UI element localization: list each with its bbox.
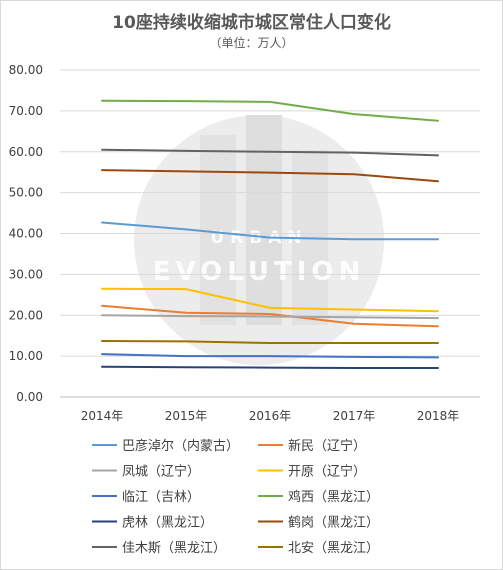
chart-title: 10座持续收缩城市城区常住人口变化 xyxy=(112,13,391,33)
watermark-bar-mid xyxy=(246,115,282,325)
legend-label: 鹤岗（黑龙江） xyxy=(288,515,379,531)
legend-item: 鸡西（黑龙江） xyxy=(258,489,379,505)
x-tick-label: 2018年 xyxy=(417,409,460,423)
y-tick-label: 70.00 xyxy=(9,104,43,118)
chart-subtitle: （单位：万人） xyxy=(209,36,294,50)
legend-item: 北安（黑龙江） xyxy=(258,541,379,556)
x-axis-tick-labels: 2014年 2015年 2016年 2017年 2018年 xyxy=(81,409,460,423)
y-tick-label: 50.00 xyxy=(9,186,43,200)
legend-label: 凤城（辽宁） xyxy=(122,464,200,480)
series-line-9 xyxy=(101,340,439,344)
y-tick-label: 20.00 xyxy=(9,308,43,322)
series-line-4 xyxy=(101,353,439,359)
series-line-2 xyxy=(101,314,439,320)
legend-label: 北安（黑龙江） xyxy=(288,541,379,556)
series-line-3 xyxy=(101,287,439,313)
legend: 巴彦淖尔（内蒙古） 新民（辽宁） 凤城（辽宁） 开原（辽宁） 临江（吉林） 鸡西（黑龙江）… xyxy=(92,438,379,556)
x-tick-label: 2016年 xyxy=(249,409,292,423)
legend-label: 佳木斯（黑龙江） xyxy=(122,541,226,556)
series-lines xyxy=(101,99,439,369)
y-tick-label: 60.00 xyxy=(9,145,43,159)
legend-label: 新民（辽宁） xyxy=(288,438,366,454)
series-line-6 xyxy=(101,365,439,369)
legend-label: 鸡西（黑龙江） xyxy=(288,489,379,505)
legend-label: 开原（辽宁） xyxy=(288,464,366,480)
legend-item: 巴彦淖尔（内蒙古） xyxy=(92,438,239,454)
y-tick-label: 10.00 xyxy=(9,349,43,363)
series-line-1 xyxy=(101,304,439,328)
y-axis-tick-labels: 0.00 10.00 20.00 30.00 40.00 50.00 60.00 70.00 8… xyxy=(9,63,43,404)
x-tick-label: 2017年 xyxy=(333,409,376,423)
legend-item: 新民（辽宁） xyxy=(258,438,366,454)
series-line-0 xyxy=(101,221,439,241)
y-tick-label: 30.00 xyxy=(9,267,43,281)
x-tick-label: 2015年 xyxy=(165,409,208,423)
legend-item: 临江（吉林） xyxy=(92,490,200,505)
series-line-7 xyxy=(101,169,439,183)
y-tick-label: 40.00 xyxy=(9,227,43,241)
series-line-5 xyxy=(101,99,439,122)
series-line-8 xyxy=(101,148,439,157)
y-tick-label: 0.00 xyxy=(16,390,43,404)
y-tick-label: 80.00 xyxy=(9,63,43,77)
legend-label: 虎林（黑龙江） xyxy=(122,516,213,531)
legend-item: 佳木斯（黑龙江） xyxy=(92,541,226,556)
watermark-text-evolution: EVOLUTION xyxy=(153,257,366,287)
legend-item: 开原（辽宁） xyxy=(258,464,366,480)
legend-item: 凤城（辽宁） xyxy=(92,464,200,480)
legend-label: 临江（吉林） xyxy=(122,490,200,505)
x-tick-label: 2014年 xyxy=(81,409,124,423)
legend-label: 巴彦淖尔（内蒙古） xyxy=(122,438,239,454)
legend-item: 虎林（黑龙江） xyxy=(92,516,213,531)
watermark: URBAN EVOLUTION xyxy=(134,115,384,365)
legend-item: 鹤岗（黑龙江） xyxy=(258,515,379,531)
